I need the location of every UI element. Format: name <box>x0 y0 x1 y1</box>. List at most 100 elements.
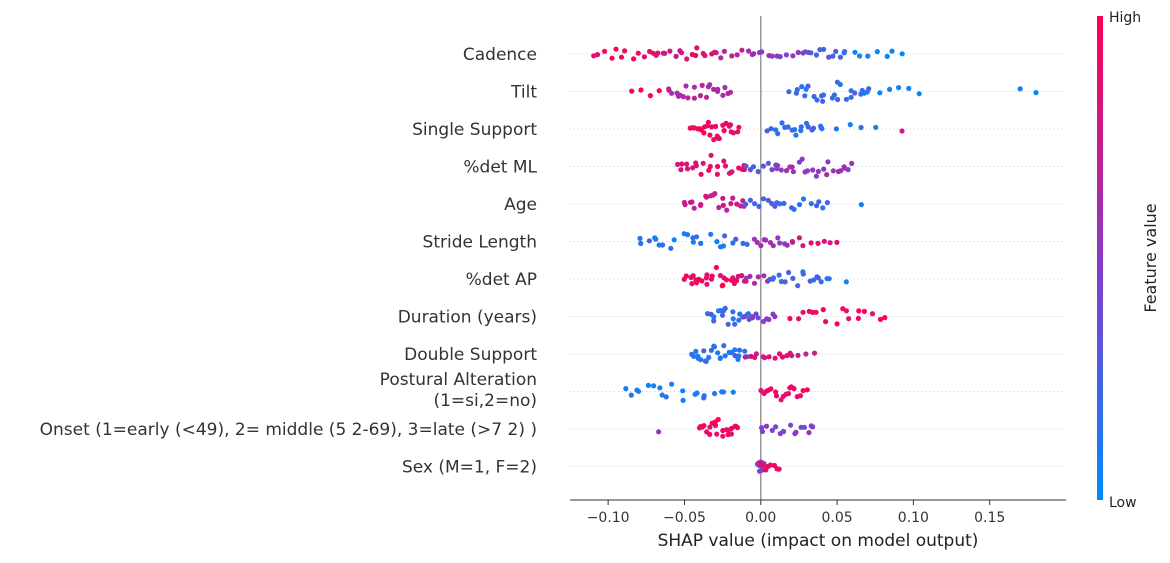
shap-point <box>760 163 767 169</box>
shap-point <box>811 350 818 356</box>
shap-point <box>758 243 764 249</box>
shap-point <box>785 391 792 397</box>
shap-point <box>669 90 675 96</box>
shap-point <box>715 163 721 170</box>
shap-point <box>752 201 758 207</box>
shap-point <box>838 168 844 174</box>
shap-point <box>767 462 774 468</box>
shap-point <box>811 93 817 100</box>
shap-point <box>814 203 820 209</box>
colorbar-high-label: High <box>1109 10 1141 26</box>
shap-point <box>703 358 709 364</box>
feature-label: %det AP <box>466 270 537 290</box>
shap-point <box>759 49 765 55</box>
shap-point <box>728 350 734 356</box>
shap-point <box>820 205 826 211</box>
shap-point <box>628 392 634 398</box>
shap-point <box>722 353 728 359</box>
shap-point <box>704 123 710 129</box>
shap-point <box>730 240 736 246</box>
feature-label: Tilt <box>510 83 537 103</box>
shap-point <box>778 167 784 173</box>
shap-point <box>734 52 740 58</box>
shap-point <box>761 273 767 279</box>
shap-point <box>722 305 728 311</box>
shap-point <box>790 169 797 175</box>
shap-point <box>852 49 858 55</box>
shap-point <box>873 124 879 130</box>
shap-point <box>671 237 677 243</box>
shap-point <box>594 52 601 58</box>
shap-point <box>701 423 707 429</box>
shap-point <box>803 351 809 357</box>
shap-point <box>701 395 707 401</box>
shap-point <box>805 83 811 89</box>
shap-point <box>884 53 890 60</box>
shap-point <box>712 390 718 397</box>
shap-point <box>777 240 783 246</box>
shap-point <box>858 202 865 208</box>
shap-point <box>796 235 803 241</box>
shap-point <box>680 388 686 394</box>
shap-point <box>773 393 780 399</box>
shap-point <box>764 128 770 134</box>
shap-point <box>790 275 796 281</box>
shap-point <box>826 54 832 60</box>
shap-point <box>702 53 708 59</box>
shap-point <box>724 207 730 213</box>
shap-point <box>698 240 704 246</box>
shap-point <box>691 205 697 211</box>
shap-point <box>728 201 734 207</box>
shap-point <box>720 243 727 249</box>
shap-point <box>723 277 730 283</box>
shap-point <box>766 316 772 323</box>
shap-point <box>736 317 742 323</box>
shap-point <box>629 88 635 94</box>
shap-point <box>641 54 648 60</box>
shap-point <box>732 353 738 359</box>
shap-point <box>720 389 727 395</box>
shap-point <box>754 239 760 245</box>
shap-point <box>786 269 792 276</box>
shap-point <box>852 90 858 96</box>
shap-point <box>799 84 805 90</box>
shap-point <box>816 199 822 205</box>
shap-point <box>691 84 698 90</box>
shap-point <box>721 48 728 54</box>
shap-point <box>730 195 736 201</box>
shap-point <box>766 354 772 360</box>
shap-point <box>815 168 822 174</box>
shap-point <box>636 388 642 394</box>
shap-point <box>743 163 749 169</box>
shap-point <box>762 355 768 361</box>
shap-point <box>821 238 827 244</box>
shap-point <box>779 354 786 360</box>
shap-point <box>834 321 840 327</box>
shap-point <box>690 273 696 279</box>
shap-point <box>678 167 684 173</box>
shap-point <box>801 424 808 430</box>
shap-point <box>651 383 657 389</box>
shap-point <box>712 422 719 429</box>
feature-label: Single Support <box>412 120 537 140</box>
shap-point <box>700 160 706 166</box>
shap-point <box>769 53 775 59</box>
shap-point <box>719 312 726 318</box>
colorbar: High Low Feature value <box>1097 10 1160 511</box>
shap-point <box>773 389 779 395</box>
shap-point <box>680 397 686 403</box>
shap-point <box>858 124 864 131</box>
shap-point <box>727 122 733 128</box>
shap-point <box>652 235 658 241</box>
x-tick-label: −0.10 <box>587 510 630 526</box>
shap-point <box>714 239 720 245</box>
feature-label: Onset (1=early (<49), 2= middle (5 2-69)… <box>40 420 537 440</box>
shap-point <box>830 168 836 174</box>
shap-point <box>837 54 844 60</box>
shap-point <box>755 169 761 175</box>
shap-point <box>833 126 840 132</box>
shap-point <box>804 387 810 393</box>
shap-point <box>789 164 795 170</box>
shap-point <box>638 87 644 93</box>
shap-point <box>756 203 762 210</box>
